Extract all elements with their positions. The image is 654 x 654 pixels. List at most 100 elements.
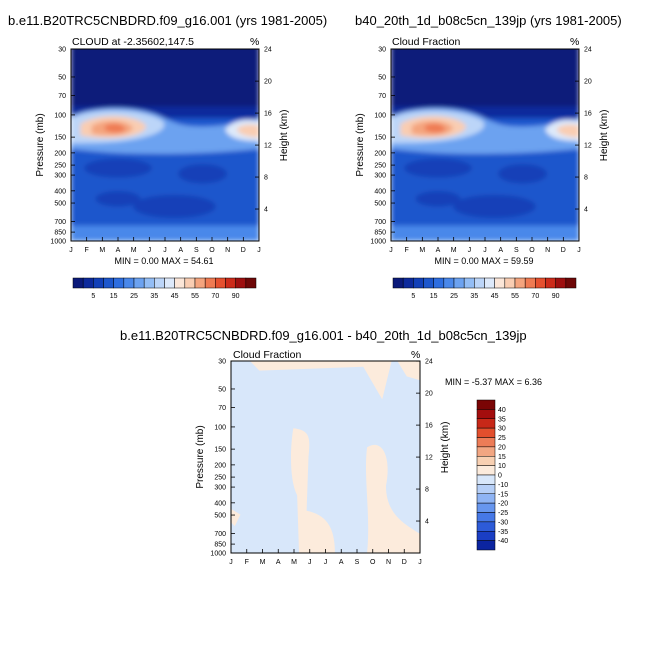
x-tick-label: N — [545, 247, 550, 254]
x-tick-label: F — [245, 559, 249, 566]
colorbar-swatch — [555, 277, 567, 289]
y-tick-label: 150 — [374, 135, 386, 142]
y2-tick-label: 8 — [584, 175, 588, 182]
y-axis-label: Pressure (mb) — [35, 113, 46, 176]
y-tick-label: 500 — [374, 201, 386, 208]
colorbar-label: -35 — [498, 529, 508, 536]
colorbar-label: 5 — [411, 293, 415, 300]
right-contour-panel: 30 50 70 100 150 200 250 300 400 500 700 850 1000 24 2… — [355, 47, 610, 255]
colorbar-swatch — [245, 277, 257, 289]
y2-tick-label: 4 — [264, 207, 268, 214]
colorbar-label: 35 — [470, 293, 478, 300]
colorbar-swatch — [402, 277, 414, 289]
x-tick-label: N — [386, 559, 391, 566]
y-tick-label: 700 — [214, 531, 226, 538]
colorbar-label: 20 — [498, 444, 506, 451]
x-tick-label: J — [577, 247, 581, 254]
y-tick-label: 700 — [54, 219, 66, 226]
colorbar-swatch — [476, 502, 496, 513]
colorbar-swatch — [443, 277, 455, 289]
y-tick-label: 400 — [374, 188, 386, 195]
colorbar-label: 70 — [531, 293, 539, 300]
x-tick-label: M — [451, 247, 457, 254]
colorbar-label: -30 — [498, 519, 508, 526]
colorbar-swatch — [476, 512, 496, 523]
x-tick-label: J — [308, 559, 312, 566]
contour-fill-mid-blob — [404, 158, 472, 178]
y-tick-label: 300 — [374, 173, 386, 180]
colorbar-label: 15 — [110, 293, 118, 300]
x-tick-label: A — [178, 247, 183, 254]
colorbar-swatch — [103, 277, 114, 289]
x-tick-label: J — [69, 247, 73, 254]
y2-tick-label: 20 — [584, 79, 592, 86]
colorbar-swatch — [535, 277, 546, 289]
colorbar-swatch — [423, 277, 434, 289]
y2-tick-label: 20 — [425, 391, 433, 398]
y-tick-label: 250 — [374, 163, 386, 170]
colorbar-swatch — [184, 277, 196, 289]
x-tick-label: O — [209, 247, 215, 254]
y-tick-label: 500 — [214, 513, 226, 520]
colorbar-swatch — [123, 277, 135, 289]
x-tick-label: A — [339, 559, 344, 566]
x-tick-label: F — [85, 247, 89, 254]
y-tick-label: 30 — [378, 47, 386, 54]
colorbar-label: 55 — [511, 293, 519, 300]
colorbar-label: 40 — [498, 407, 506, 414]
colorbar-swatch — [164, 277, 175, 289]
colorbar-swatch — [514, 277, 526, 289]
right-colorbar: 5 15 25 35 45 55 70 90 — [392, 277, 577, 300]
x-tick-label: A — [276, 559, 281, 566]
y-tick-label: 70 — [378, 93, 386, 100]
colorbar-swatch — [476, 540, 496, 551]
x-tick-label: D — [402, 559, 407, 566]
y2-axis-label: Height (km) — [599, 110, 610, 162]
y-tick-label: 400 — [54, 188, 66, 195]
x-tick-label: D — [561, 247, 566, 254]
contour-fill-stratosphere — [71, 49, 259, 107]
colorbar-swatch — [82, 277, 94, 289]
x-tick-label: M — [291, 559, 297, 566]
colorbar-swatch — [133, 277, 145, 289]
y2-tick-label: 8 — [264, 175, 268, 182]
y-tick-label: 70 — [218, 405, 226, 412]
y2-tick-label: 24 — [425, 359, 433, 366]
y2-tick-label: 20 — [264, 79, 272, 86]
colorbar-label: 25 — [450, 293, 458, 300]
contour-fill-mid-blob — [84, 158, 152, 178]
colorbar-swatch — [476, 521, 496, 532]
y2-tick-label: 12 — [584, 143, 592, 150]
contour-fill-peak-max — [104, 123, 126, 133]
colorbar-label: 5 — [91, 293, 95, 300]
colorbar-swatch — [545, 277, 556, 289]
y2-axis-label: Height (km) — [279, 110, 290, 162]
x-tick-label: S — [355, 559, 360, 566]
y-tick-label: 70 — [58, 93, 66, 100]
colorbar-label: -10 — [498, 482, 508, 489]
colorbar-label: 45 — [491, 293, 499, 300]
x-tick-label: M — [419, 247, 425, 254]
x-tick-label: N — [225, 247, 230, 254]
colorbar-swatch — [154, 277, 165, 289]
x-tick-label: M — [131, 247, 137, 254]
left-contour-panel: 30 50 70 100 150 200 250 300 400 500 700 850 1000 24 2… — [35, 47, 290, 255]
diff-fill-positive-autumn — [365, 444, 420, 553]
colorbar-swatch — [463, 277, 475, 289]
colorbar-label: -25 — [498, 510, 508, 517]
y-tick-label: 1000 — [370, 239, 386, 246]
left-panel-stats: MIN = 0.00 MAX = 54.61 — [114, 256, 213, 266]
colorbar-swatch — [194, 277, 206, 289]
y-tick-label: 200 — [374, 150, 386, 157]
colorbar-swatch — [113, 277, 125, 289]
y2-tick-label: 4 — [584, 207, 588, 214]
left-panel-title: b.e11.B20TRC5CNBDRD.f09_g16.001 (yrs 198… — [8, 13, 327, 28]
y-tick-label: 200 — [214, 462, 226, 469]
y-tick-label: 250 — [54, 163, 66, 170]
y2-tick-label: 4 — [425, 519, 429, 526]
x-tick-label: A — [116, 247, 121, 254]
colorbar-label: 55 — [191, 293, 199, 300]
colorbar-swatch — [72, 277, 84, 289]
x-tick-label: A — [498, 247, 503, 254]
